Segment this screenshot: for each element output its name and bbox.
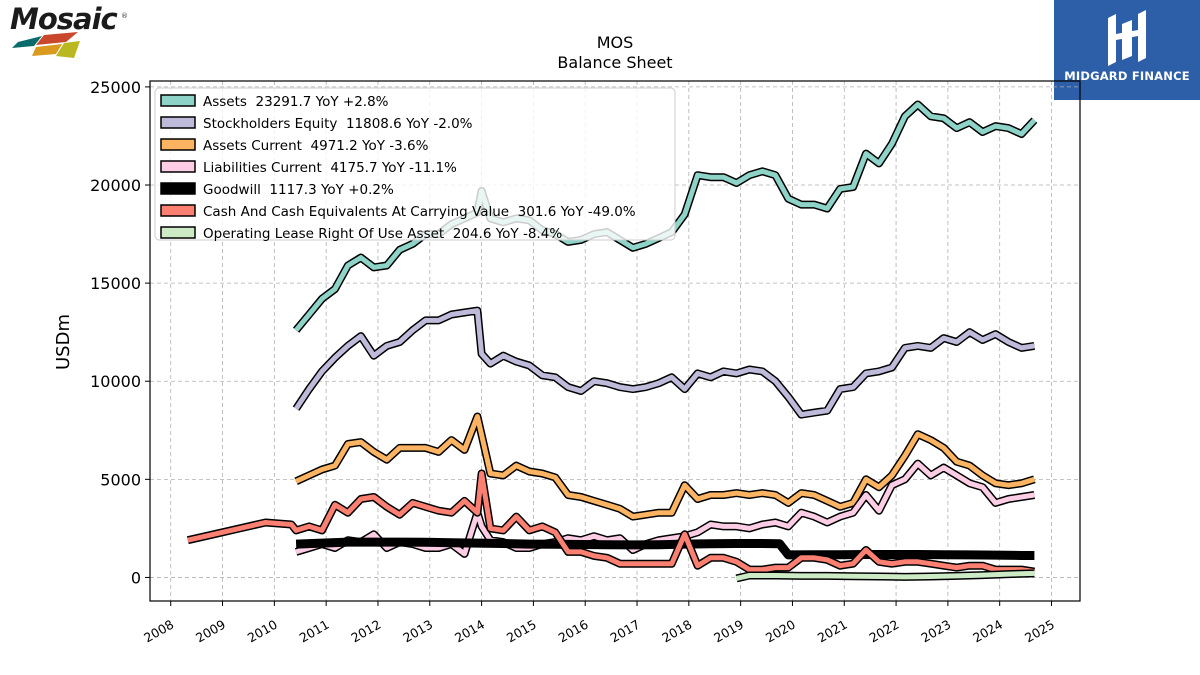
- x-tick-label: 2024: [970, 617, 1005, 646]
- x-tick-label: 2022: [867, 617, 902, 646]
- mosaic-logo-text: Mosaic: [10, 2, 118, 36]
- y-axis-label: USDm: [53, 314, 74, 370]
- x-tick-label: 2016: [556, 617, 591, 646]
- midgard-finance-label: MIDGARD FINANCE: [1064, 69, 1190, 83]
- x-tick-label: 2013: [400, 617, 435, 646]
- plot-frame: [149, 80, 1081, 602]
- x-tick-label: 2008: [141, 617, 176, 646]
- legend-entry: Liabilities Current 4175.7 YoY -11.1%: [203, 160, 457, 176]
- series-line-operating-lease-right-of-use-asset: [735, 570, 1035, 581]
- x-tick-label: 2018: [659, 617, 694, 646]
- legend-entry: Cash And Cash Equivalents At Carrying Va…: [203, 204, 636, 220]
- x-tick-label: 2009: [193, 617, 228, 646]
- x-tick-label: 2025: [1022, 617, 1057, 646]
- legend-swatch: [160, 116, 196, 129]
- chart-subtitle: Balance Sheet: [557, 53, 672, 72]
- series-line-assets-current: [295, 414, 1036, 520]
- y-tick-label: 15000: [90, 274, 141, 293]
- y-tick-label: 10000: [90, 372, 141, 391]
- mosaic-logo: Mosaic ®: [4, 2, 134, 64]
- series-line-stockholders-equity: [294, 308, 1035, 418]
- legend-entry: Stockholders Equity 11808.6 YoY -2.0%: [203, 116, 473, 132]
- legend-swatch: [160, 94, 196, 107]
- legend-swatch: [160, 138, 196, 151]
- chart-title: MOS: [597, 33, 634, 52]
- legend-swatch: [160, 204, 196, 217]
- x-tick-label: 2015: [504, 617, 539, 646]
- mosaic-logo-mark: [12, 32, 80, 58]
- series-outline-stockholders-equity: [292, 306, 1036, 419]
- y-tick-label: 5000: [100, 470, 141, 489]
- legend: Assets 23291.7 YoY +2.8% Stockholders Equ…: [154, 87, 676, 242]
- legend-swatch: [160, 160, 196, 173]
- midgard-logo-icon: [1108, 10, 1146, 66]
- x-tick-label: 2014: [452, 617, 487, 646]
- series-line-goodwill: [295, 537, 1035, 560]
- y-tick-label: 25000: [90, 78, 141, 97]
- x-tick-label: 2021: [815, 617, 850, 646]
- legend-entry: Assets Current 4971.2 YoY -3.6%: [203, 138, 429, 154]
- y-tick-label: 0: [131, 568, 141, 587]
- series-lines: [186, 100, 1038, 583]
- legend-entry: Goodwill 1117.3 YoY +0.2%: [203, 182, 394, 198]
- series-line-cash-and-cash-equivalents-at-carrying-value: [187, 471, 1035, 575]
- x-tick-label: 2012: [348, 617, 383, 646]
- y-tick-label: 20000: [90, 176, 141, 195]
- x-tick-label: 2010: [245, 617, 280, 646]
- x-tick-label: 2023: [918, 617, 953, 646]
- legend-entry: Assets 23291.7 YoY +2.8%: [203, 94, 389, 110]
- x-tick-label: 2020: [763, 617, 798, 646]
- legend-swatch: [160, 226, 196, 239]
- x-tick-label: 2017: [607, 617, 642, 646]
- legend-entry: Operating Lease Right Of Use Asset 204.6…: [203, 226, 562, 242]
- midgard-finance-badge: MIDGARD FINANCE: [1054, 0, 1200, 100]
- registered-mark: ®: [121, 12, 128, 20]
- x-tick-label: 2011: [297, 617, 332, 646]
- legend-box: [154, 87, 676, 241]
- x-tick-label: 2019: [711, 617, 746, 646]
- legend-swatch: [160, 182, 196, 195]
